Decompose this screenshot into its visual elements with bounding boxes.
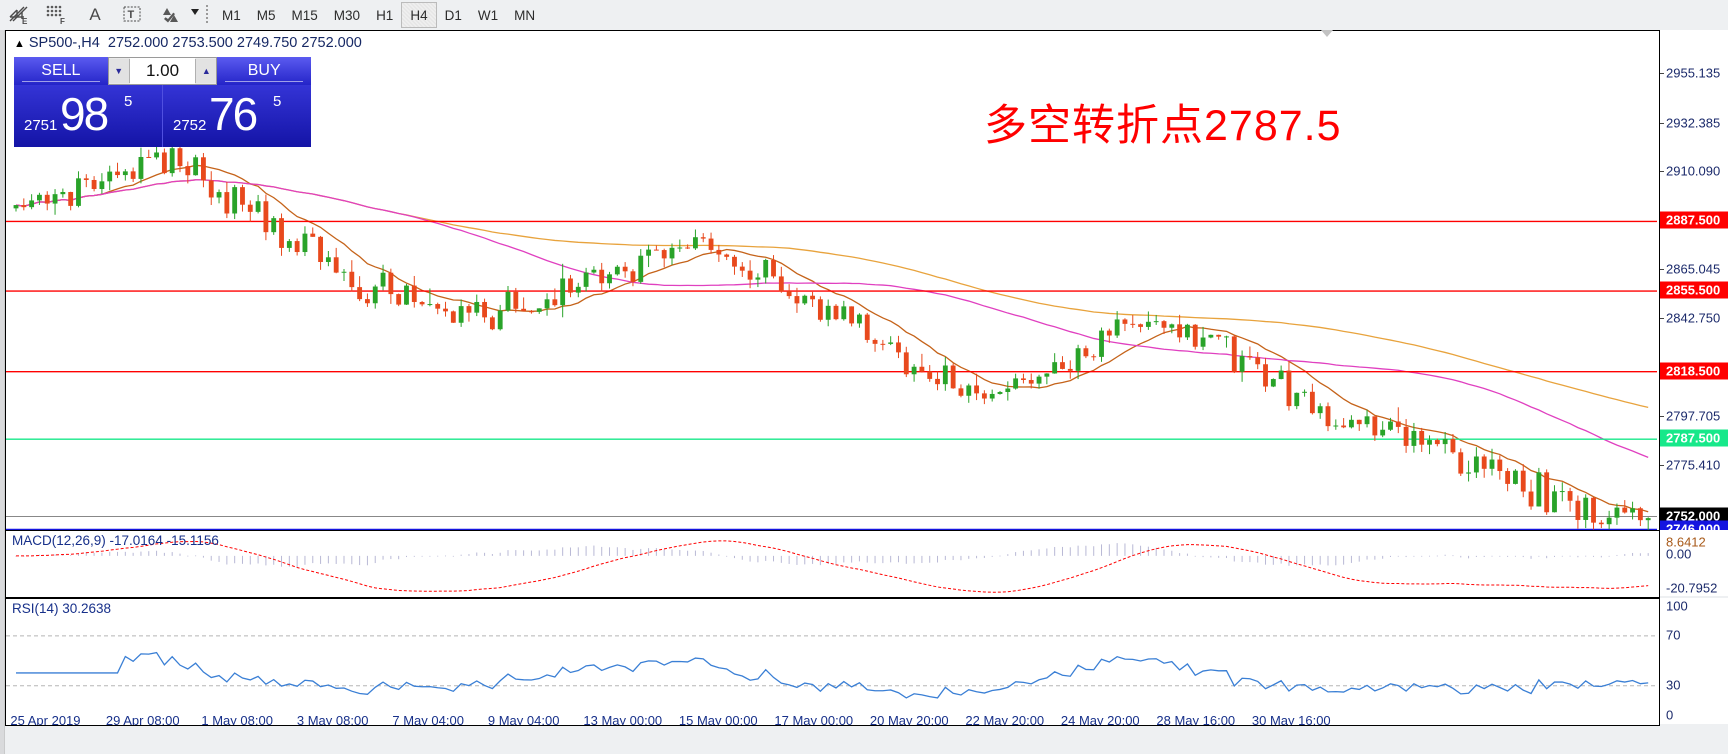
svg-text:T: T	[128, 9, 135, 21]
svg-text:F: F	[60, 17, 65, 25]
svg-text:E: E	[22, 17, 28, 25]
